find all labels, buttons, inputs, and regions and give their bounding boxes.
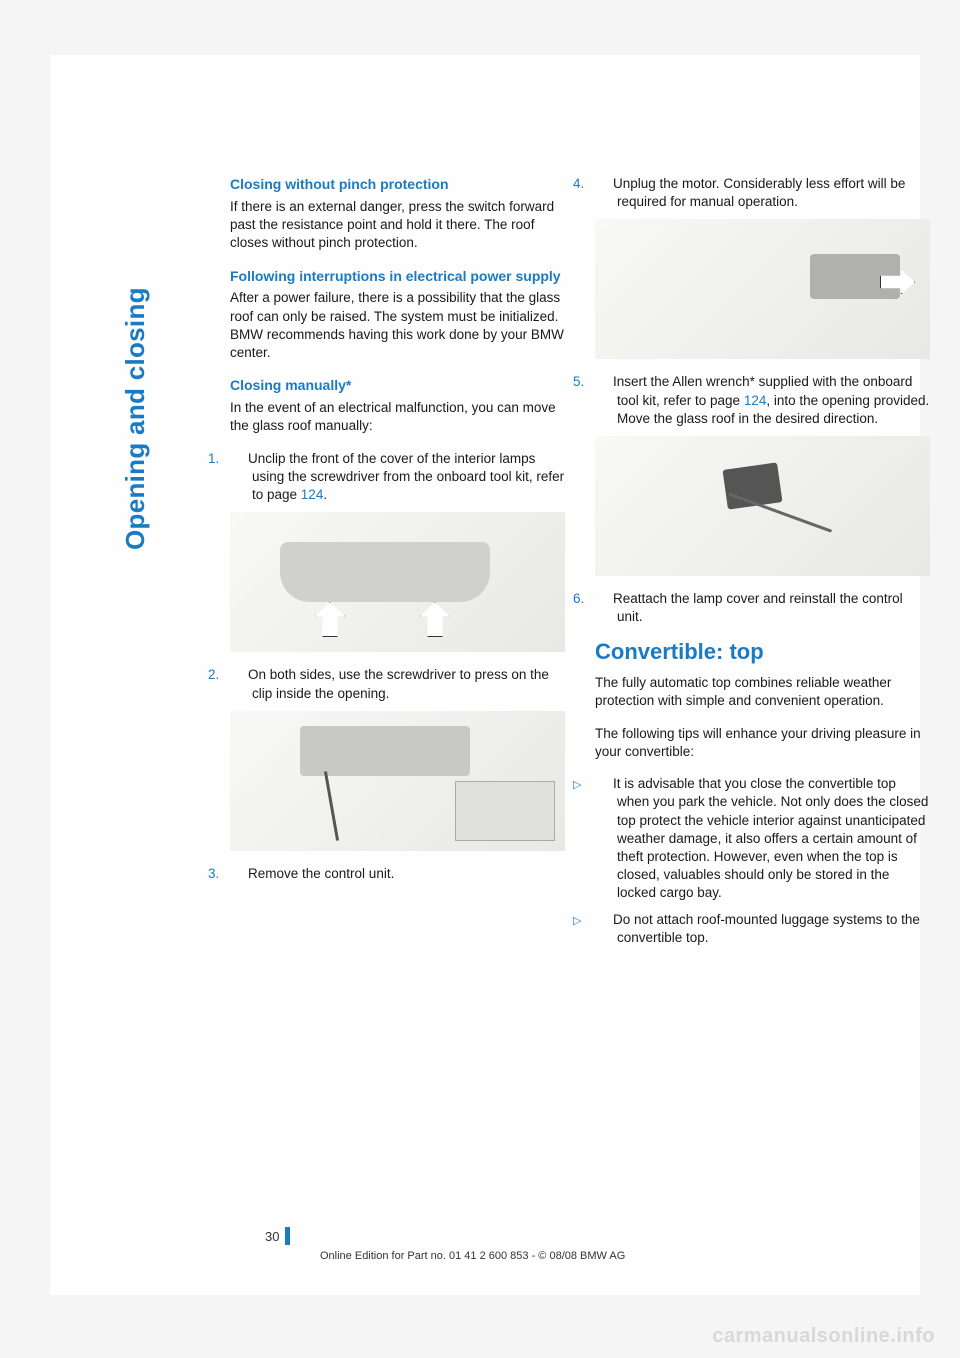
heading-closing-manually: Closing manually* [230,376,565,395]
page-number-block: 30 [265,1227,290,1245]
figure-4-allen-wrench [595,436,930,576]
para-power-supply: After a power failure, there is a possib… [230,289,565,362]
para-manually-intro: In the event of an electrical malfunctio… [230,399,565,435]
step-3: 3.Remove the control unit. [230,865,565,883]
bullet-2-text: Do not attach roof-mounted luggage syste… [613,912,920,945]
arrow-icon [315,602,345,637]
page-link-124a[interactable]: 124 [301,487,324,502]
heading-closing-pinch: Closing without pinch protection [230,175,565,194]
footer-copyright: Online Edition for Part no. 01 41 2 600 … [320,1250,625,1262]
watermark-text: carmanualsonline.info [712,1325,935,1348]
step-1-text: Unclip the front of the cover of the int… [248,451,564,502]
page-container: Opening and closing Closing without pinc… [50,55,920,1295]
step-6-num: 6. [595,590,613,608]
para-convertible-2: The following tips will enhance your dri… [595,725,930,761]
arrow-icon [420,602,450,637]
heading-convertible-top: Convertible: top [595,637,930,667]
triangle-bullet-icon: ▷ [595,778,613,793]
step-1-num: 1. [230,450,248,468]
page-number: 30 [265,1229,279,1244]
step-4-text: Unplug the motor. Considerably less effo… [613,176,905,209]
para-convertible-1: The fully automatic top combines reliabl… [595,674,930,710]
step-5-num: 5. [595,373,613,391]
step-3-num: 3. [230,865,248,883]
triangle-bullet-icon: ▷ [595,914,613,929]
section-title: Opening and closing [120,287,151,550]
bullet-1-text: It is advisable that you close the conve… [613,776,928,900]
step-6: 6.Reattach the lamp cover and reinstall … [595,590,930,626]
figure-3-motor [595,219,930,359]
bullet-1: ▷It is advisable that you close the conv… [595,775,930,903]
step-4: 4.Unplug the motor. Considerably less ef… [595,175,930,211]
page-number-bar-icon [285,1227,290,1245]
step-2-num: 2. [230,666,248,684]
heading-power-supply: Following interruptions in electrical po… [230,267,565,286]
page-link-124b[interactable]: 124 [744,393,767,408]
step-3-text: Remove the control unit. [248,866,394,881]
step-1: 1.Unclip the front of the cover of the i… [230,450,565,505]
content-columns: Closing without pinch protection If ther… [230,175,930,955]
figure-1-lamp-cover [230,512,565,652]
bullet-2: ▷Do not attach roof-mounted luggage syst… [595,911,930,947]
step-5: 5.Insert the Allen wrench* supplied with… [595,373,930,428]
step-4-num: 4. [595,175,613,193]
step-6-text: Reattach the lamp cover and reinstall th… [613,591,903,624]
step-2: 2.On both sides, use the screwdriver to … [230,666,565,702]
figure-2-screwdriver [230,711,565,851]
left-column: Closing without pinch protection If ther… [230,175,565,955]
step-1-end: . [323,487,327,502]
right-column: 4.Unplug the motor. Considerably less ef… [595,175,930,955]
step-2-text: On both sides, use the screwdriver to pr… [248,667,549,700]
para-pinch: If there is an external danger, press th… [230,198,565,253]
